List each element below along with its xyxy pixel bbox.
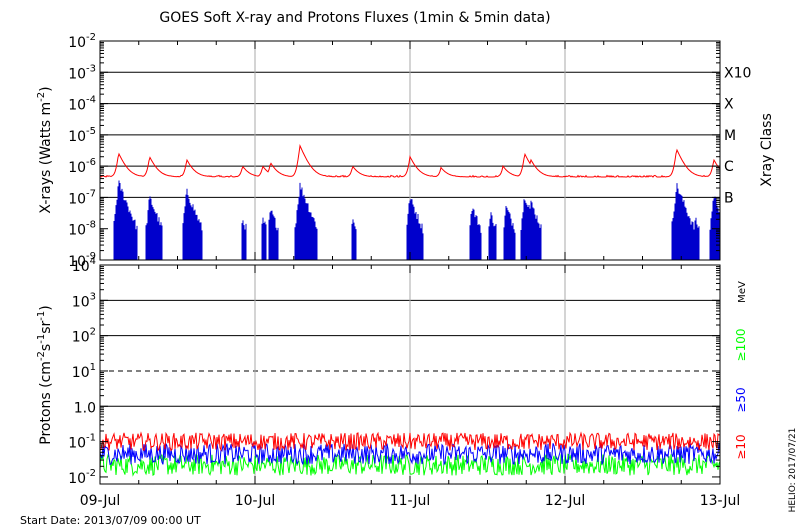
chart-title: GOES Soft X-ray and Protons Fluxes (1min… xyxy=(159,10,550,26)
x-tick-label: 11-Jul xyxy=(390,493,431,509)
xray-y-tick-label: 10-8 xyxy=(68,220,96,239)
energy-label: ≥50 xyxy=(734,387,748,412)
xray-y-tick-label: 10-9 xyxy=(68,251,96,270)
xray-class-label: B xyxy=(724,190,734,206)
x-tick-label: 10-Jul xyxy=(235,493,276,509)
proton-series xyxy=(99,431,721,452)
xray-y-tick-label: 10-3 xyxy=(68,63,96,82)
proton-y-tick-label: 1.0 xyxy=(74,400,96,416)
xray-y-tick-label: 10-2 xyxy=(68,32,96,51)
proton-y-tick-label: 102 xyxy=(72,327,96,346)
proton-series xyxy=(99,441,721,466)
xray-class-axis-title: Xray Class xyxy=(759,113,775,187)
xray-y-tick-label: 10-5 xyxy=(68,126,96,145)
xray-series-long xyxy=(99,144,721,178)
proton-y-tick-label: 10-2 xyxy=(68,468,96,487)
proton-y-tick-label: 103 xyxy=(72,291,96,310)
x-tick-label: 09-Jul xyxy=(80,493,121,509)
credit-label: HELIO: 2017/07/21 xyxy=(788,428,798,513)
xray-y-axis-label: X-rays (Watts m-2) xyxy=(36,86,54,213)
xray-y-tick-label: 10-4 xyxy=(68,95,96,114)
energy-unit-label: MeV xyxy=(737,281,748,303)
start-date-label: Start Date: 2013/07/09 00:00 UT xyxy=(20,514,201,527)
proton-y-axis-label: Protons (cm-2s-1sr-1) xyxy=(36,305,54,444)
energy-label: ≥100 xyxy=(734,329,748,362)
xray-y-tick-label: 10-7 xyxy=(68,188,96,207)
xray-y-tick-label: 10-6 xyxy=(68,157,96,176)
xray-class-label: X10 xyxy=(724,65,751,81)
proton-y-tick-label: 101 xyxy=(72,362,96,381)
energy-label: ≥10 xyxy=(734,434,748,459)
x-tick-label: 12-Jul xyxy=(545,493,586,509)
x-tick-label: 13-Jul xyxy=(700,493,741,509)
xray-class-label: X xyxy=(724,97,734,113)
proton-y-tick-label: 10-1 xyxy=(68,433,96,452)
xray-class-label: C xyxy=(724,159,734,175)
proton-y-tick-label: 104 xyxy=(72,256,96,275)
proton-series xyxy=(99,453,721,477)
xray-class-label: M xyxy=(724,128,736,144)
